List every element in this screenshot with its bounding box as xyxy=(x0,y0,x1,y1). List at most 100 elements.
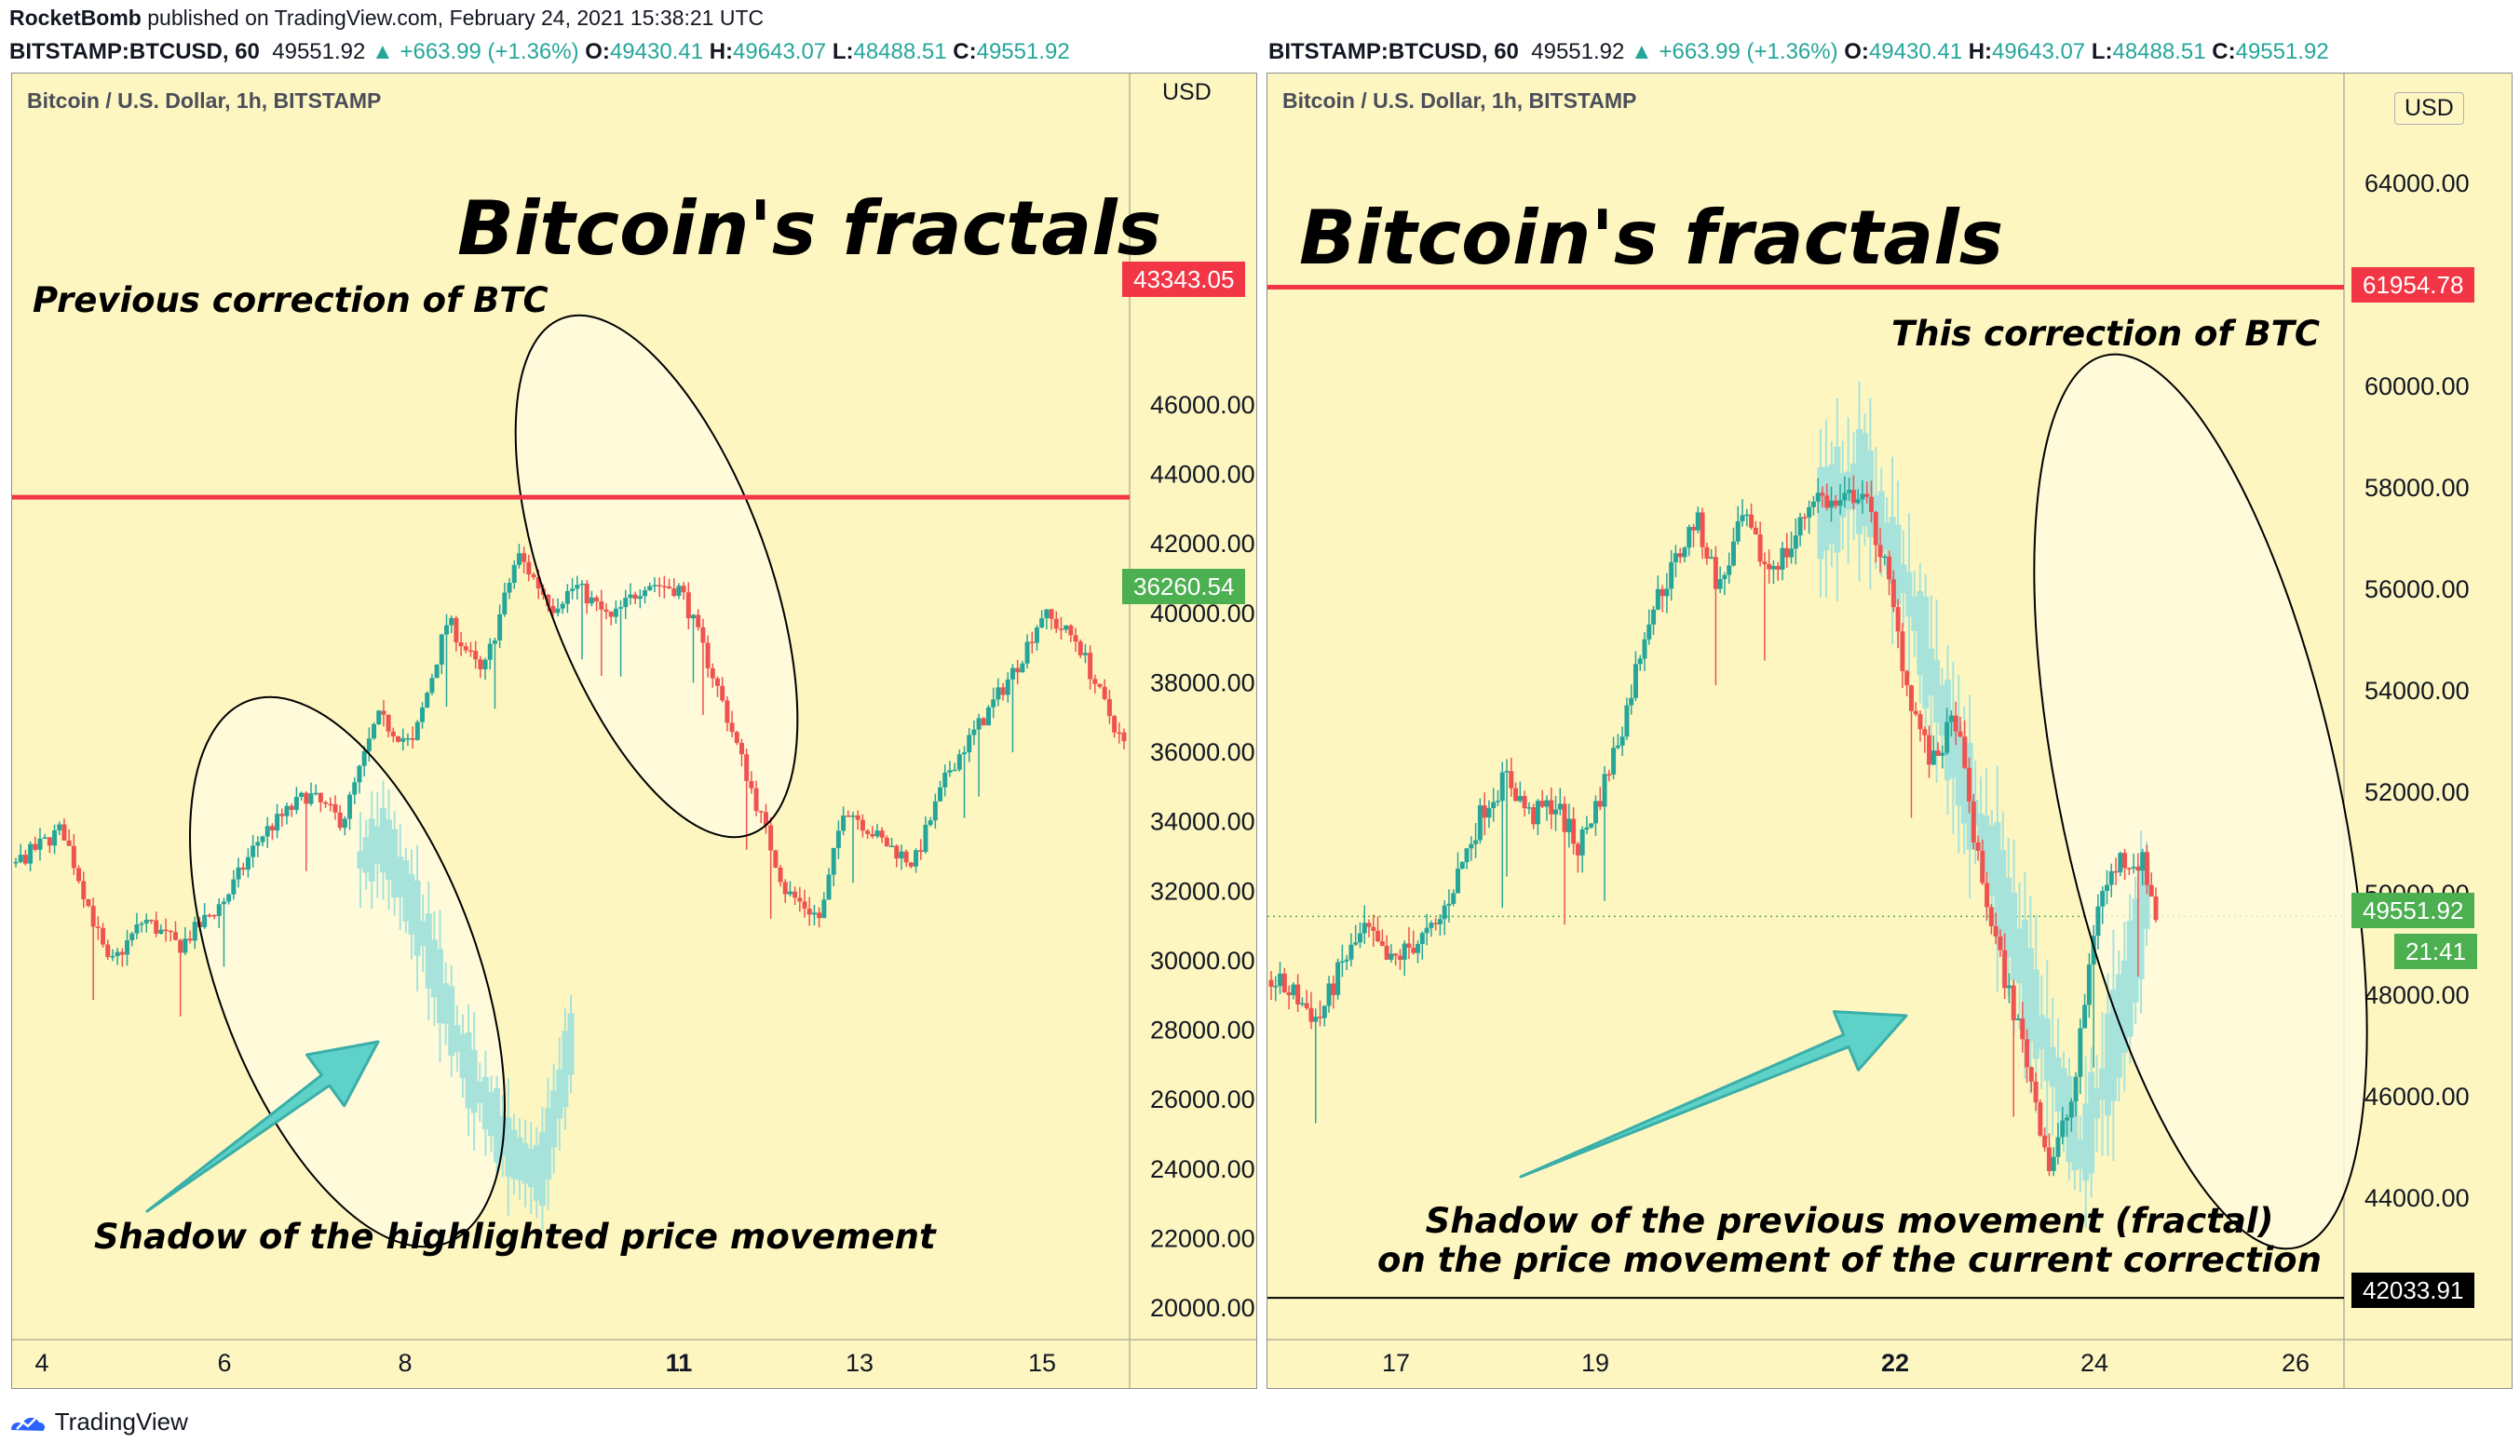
candle xyxy=(1281,973,1287,993)
candle xyxy=(1491,802,1497,809)
candle xyxy=(1451,893,1456,904)
candle xyxy=(1940,752,1945,756)
shadow-candle xyxy=(1905,572,1913,617)
shadow-candle xyxy=(1872,494,1879,521)
candle xyxy=(938,787,943,802)
candle xyxy=(1753,527,1758,535)
candle xyxy=(996,687,1001,700)
candle xyxy=(584,583,589,604)
y-tick-label: 26000.00 xyxy=(1150,1085,1255,1113)
left-chart-panel[interactable]: 20000.00 22000.00 24000.00 26000.00 28000.00… xyxy=(11,73,1257,1389)
candle xyxy=(962,752,968,755)
candle xyxy=(1770,565,1776,570)
candle xyxy=(1793,535,1798,549)
candle xyxy=(1802,517,1808,519)
shadow-candle xyxy=(527,1149,535,1188)
candle xyxy=(1868,496,1874,513)
candle xyxy=(1097,683,1103,687)
candle xyxy=(1335,962,1341,995)
author-name[interactable]: RocketBomb xyxy=(9,6,142,30)
candle xyxy=(1402,943,1407,961)
candle xyxy=(323,802,329,804)
candle xyxy=(158,929,164,934)
shadow-candle xyxy=(391,829,399,898)
candle xyxy=(884,837,889,847)
shadow-candle xyxy=(419,921,427,947)
x-tick-label: 4 xyxy=(34,1349,48,1377)
candle xyxy=(1304,1003,1309,1008)
candle xyxy=(1579,829,1585,856)
candle xyxy=(1464,848,1470,863)
candle xyxy=(1651,609,1657,625)
candle xyxy=(1673,553,1678,562)
currency-button[interactable]: USD xyxy=(2394,92,2464,125)
candle xyxy=(2065,1117,2070,1121)
candle xyxy=(1068,625,1074,636)
candle xyxy=(831,847,836,875)
candle xyxy=(729,722,735,733)
candle xyxy=(1633,664,1638,698)
candle xyxy=(1722,574,1727,580)
x-tick-label: 15 xyxy=(1028,1349,1056,1377)
shadow-candle xyxy=(425,913,432,989)
candle xyxy=(231,879,237,895)
candle xyxy=(1456,869,1461,894)
candle xyxy=(376,710,382,724)
brand-name: TradingView xyxy=(54,1408,188,1436)
candle xyxy=(1486,808,1492,818)
candle xyxy=(657,585,662,586)
y-tick-label: 64000.00 xyxy=(2364,169,2470,197)
y-tick-label: 60000.00 xyxy=(2364,372,2470,400)
candle xyxy=(1904,670,1910,686)
support-price-tag: 42033.91 xyxy=(2351,1273,2475,1308)
annotation-arrow xyxy=(1519,1010,1908,1179)
y-tick-label: 48000.00 xyxy=(2364,981,2470,1009)
candle xyxy=(846,816,851,817)
candle xyxy=(18,855,23,862)
candle xyxy=(221,901,226,905)
tradingview-icon xyxy=(11,1418,46,1432)
candle xyxy=(1077,641,1083,655)
right-chart-panel[interactable]: 44000.0046000.0048000.0050000.0052000.00… xyxy=(1267,73,2513,1389)
currency-label[interactable]: USD xyxy=(1162,79,1212,105)
candle xyxy=(1509,771,1514,789)
y-tick-label: 56000.00 xyxy=(2364,575,2470,603)
candle xyxy=(691,614,697,619)
shadow-candle xyxy=(533,1144,540,1201)
candle xyxy=(2042,1135,2048,1148)
shadow-candle xyxy=(397,856,404,897)
candle xyxy=(192,922,197,941)
candle xyxy=(202,914,208,927)
candle xyxy=(797,897,803,902)
candle xyxy=(613,608,618,617)
highlight-ellipse xyxy=(514,314,799,839)
candle xyxy=(172,932,178,940)
candle xyxy=(806,909,812,915)
x-tick-label: 24 xyxy=(2080,1349,2108,1377)
candle xyxy=(511,564,517,584)
candle xyxy=(66,840,72,846)
candle xyxy=(1549,800,1554,815)
shadow-candle xyxy=(1911,596,1918,631)
note-shadow: Shadow of the previous movement (fractal… xyxy=(1323,1202,2376,1280)
candle xyxy=(1553,809,1559,815)
candle xyxy=(1691,526,1697,531)
candle xyxy=(778,867,783,883)
candle xyxy=(908,862,914,867)
close-value: 49551.92 xyxy=(2235,39,2329,64)
tradingview-logo[interactable]: TradingView xyxy=(7,1408,188,1436)
candle xyxy=(1353,942,1359,945)
note-shadow-line-2: on the price movement of the current cor… xyxy=(1377,1240,2322,1280)
candle xyxy=(1416,944,1421,953)
candle xyxy=(1321,1005,1327,1018)
shadow-candle xyxy=(567,1013,575,1075)
candle xyxy=(449,617,454,626)
shadow-candle xyxy=(562,1031,569,1108)
candle xyxy=(37,838,43,850)
candle xyxy=(1730,541,1736,566)
candle xyxy=(1526,807,1532,809)
candle xyxy=(2020,1018,2025,1040)
candle xyxy=(86,898,91,907)
candle xyxy=(753,788,759,812)
candle xyxy=(1837,500,1843,506)
